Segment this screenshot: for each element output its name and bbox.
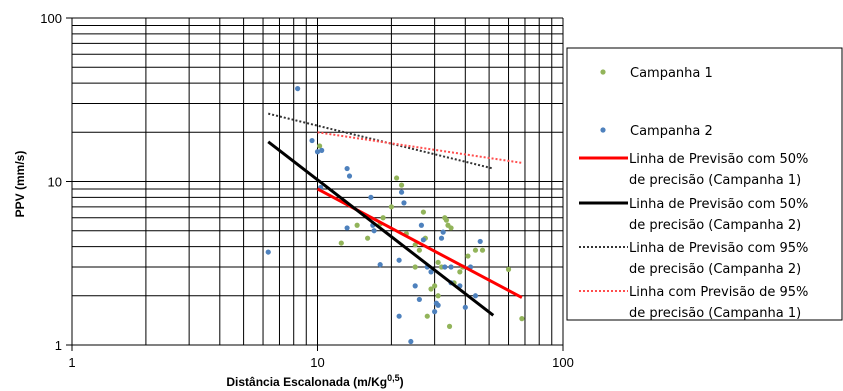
legend-marker <box>600 127 606 133</box>
data-point <box>457 269 463 275</box>
data-point <box>401 200 407 206</box>
data-point <box>396 313 402 319</box>
legend-label: Campanha 1 <box>630 66 713 81</box>
data-point <box>394 175 400 181</box>
data-point <box>462 304 468 310</box>
data-point <box>309 137 315 144</box>
x-tick-label: 10 <box>310 355 324 370</box>
data-point <box>371 228 377 234</box>
data-point <box>388 204 395 210</box>
data-point <box>344 225 350 231</box>
data-point <box>416 296 422 303</box>
data-point <box>420 209 426 215</box>
data-point <box>446 323 453 329</box>
data-point <box>465 253 471 259</box>
data-point <box>477 238 483 245</box>
data-point <box>432 309 438 315</box>
data-point <box>442 264 448 270</box>
legend-label: de precisão (Campanha 2) <box>629 218 801 233</box>
x-axis-title: Distância Escalonada (m/Kg0,5) <box>226 373 403 389</box>
data-point <box>319 147 325 153</box>
y-axis-title: PPV (mm/s) <box>13 151 27 218</box>
data-point <box>354 222 360 228</box>
x-axis-title-superscript: 0,5 <box>387 373 400 383</box>
data-point <box>317 143 323 149</box>
data-point <box>412 242 418 248</box>
legend-label: Campanha 2 <box>630 124 713 139</box>
legend: Campanha 1 Campanha 2 Linha de Previsão co… <box>579 66 808 321</box>
y-tick-label: 100 <box>40 11 62 26</box>
data-point <box>344 165 350 172</box>
data-point <box>424 313 430 319</box>
data-point <box>338 240 344 246</box>
data-point <box>368 194 374 200</box>
data-point <box>396 257 402 263</box>
x-axis-title-end: ) <box>400 375 404 389</box>
legend-label: Linha de Previsão com 50% <box>629 197 808 212</box>
data-point <box>435 302 441 308</box>
data-point <box>435 293 441 299</box>
plot-area <box>265 85 525 345</box>
data-point <box>440 229 446 235</box>
data-point <box>398 189 405 195</box>
data-point <box>479 247 486 253</box>
tick-labels: 1 10 100 1 10 100 <box>40 11 574 370</box>
y-tick-label: 1 <box>55 338 62 353</box>
grid <box>66 17 564 351</box>
x-tick-label: 100 <box>552 355 574 370</box>
data-point <box>435 259 441 266</box>
data-point <box>412 283 418 289</box>
data-point <box>428 269 434 275</box>
data-point <box>428 286 434 292</box>
data-point <box>408 338 414 345</box>
data-point <box>412 264 418 270</box>
legend-label: Linha de Previsão com 50% <box>629 152 808 167</box>
y-tick-label: 10 <box>48 175 62 190</box>
data-point <box>448 264 454 270</box>
x-axis-title-main: Distância Escalonada (m/Kg <box>226 375 387 389</box>
data-point <box>432 283 438 289</box>
data-point <box>438 235 445 241</box>
trend-line-5 <box>268 112 494 170</box>
data-point <box>443 217 449 223</box>
data-point <box>377 262 383 268</box>
legend-marker <box>600 69 606 75</box>
data-point <box>346 173 353 179</box>
data-point <box>505 266 512 272</box>
data-point <box>472 293 479 299</box>
data-point <box>380 215 386 221</box>
data-point <box>472 247 479 253</box>
data-point <box>314 149 321 155</box>
data-point <box>295 85 301 92</box>
legend-label: de precisão (Campanha 1) <box>629 173 801 188</box>
data-point <box>519 316 525 322</box>
legend-box <box>566 47 843 321</box>
legend-label: Linha de Previsão com 95% <box>629 241 808 256</box>
data-point <box>416 247 422 253</box>
legend-label: Linha com Previsão de 95% <box>629 285 808 300</box>
data-point <box>448 225 454 231</box>
data-point <box>398 182 405 188</box>
data-point <box>420 237 426 243</box>
series-2-points <box>265 85 483 345</box>
legend-label: de precisão (Campanha 2) <box>629 262 801 277</box>
data-point <box>265 249 271 255</box>
x-tick-label: 1 <box>68 355 75 370</box>
data-point <box>418 222 425 228</box>
trend-line-4 <box>267 140 495 317</box>
legend-label: de precisão (Campanha 1) <box>629 306 801 321</box>
data-point <box>365 235 371 241</box>
trend-line-6 <box>317 131 523 164</box>
